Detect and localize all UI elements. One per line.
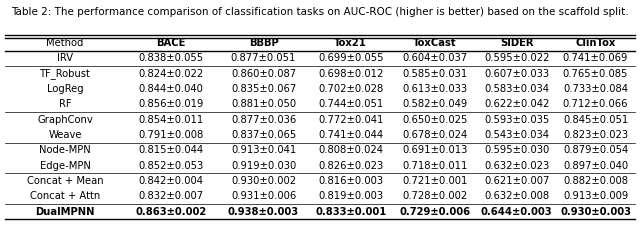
Text: 0.824±0.022: 0.824±0.022 [138,69,204,79]
Text: LogReg: LogReg [47,84,83,94]
Text: 0.838±0.055: 0.838±0.055 [138,53,204,63]
Text: 0.621±0.007: 0.621±0.007 [484,176,550,186]
Text: 0.765±0.085: 0.765±0.085 [563,69,628,79]
Text: 0.733±0.084: 0.733±0.084 [563,84,628,94]
Text: 0.729±0.006: 0.729±0.006 [399,207,470,217]
Text: Node-MPN: Node-MPN [39,145,91,155]
Text: Edge-MPN: Edge-MPN [40,161,90,171]
Text: 0.882±0.008: 0.882±0.008 [563,176,628,186]
Text: 0.698±0.012: 0.698±0.012 [318,69,383,79]
Text: Table 2: The performance comparison of classification tasks on AUC-ROC (higher i: Table 2: The performance comparison of c… [11,7,629,17]
Text: 0.678±0.024: 0.678±0.024 [402,130,467,140]
Text: Concat + Attn: Concat + Attn [30,191,100,201]
Text: 0.718±0.011: 0.718±0.011 [402,161,467,171]
Text: 0.613±0.033: 0.613±0.033 [402,84,467,94]
Text: Weave: Weave [48,130,82,140]
Text: 0.897±0.040: 0.897±0.040 [563,161,628,171]
Text: RF: RF [59,99,71,109]
Text: 0.856±0.019: 0.856±0.019 [138,99,204,109]
Text: 0.595±0.022: 0.595±0.022 [484,53,550,63]
Text: Tox21: Tox21 [334,38,367,48]
Text: 0.712±0.066: 0.712±0.066 [563,99,628,109]
Text: IRV: IRV [57,53,73,63]
Text: 0.913±0.041: 0.913±0.041 [231,145,296,155]
Text: 0.607±0.033: 0.607±0.033 [484,69,549,79]
Text: 0.919±0.030: 0.919±0.030 [231,161,296,171]
Text: DualMPNN: DualMPNN [35,207,95,217]
Text: ClinTox: ClinTox [575,38,616,48]
Text: 0.582±0.049: 0.582±0.049 [402,99,467,109]
Text: 0.879±0.054: 0.879±0.054 [563,145,628,155]
Text: 0.930±0.003: 0.930±0.003 [560,207,631,217]
Text: 0.593±0.035: 0.593±0.035 [484,115,549,125]
Text: BBBP: BBBP [249,38,278,48]
Text: GraphConv: GraphConv [37,115,93,125]
Text: 0.833±0.001: 0.833±0.001 [315,207,387,217]
Text: 0.721±0.001: 0.721±0.001 [402,176,467,186]
Text: 0.913±0.009: 0.913±0.009 [563,191,628,201]
Text: 0.741±0.044: 0.741±0.044 [318,130,383,140]
Text: 0.823±0.023: 0.823±0.023 [563,130,628,140]
Text: 0.844±0.040: 0.844±0.040 [139,84,204,94]
Text: 0.877±0.051: 0.877±0.051 [231,53,296,63]
Text: 0.815±0.044: 0.815±0.044 [138,145,204,155]
Text: 0.691±0.013: 0.691±0.013 [402,145,467,155]
Text: 0.595±0.030: 0.595±0.030 [484,145,549,155]
Text: 0.881±0.050: 0.881±0.050 [231,99,296,109]
Text: 0.543±0.034: 0.543±0.034 [484,130,549,140]
Text: 0.699±0.055: 0.699±0.055 [318,53,383,63]
Text: 0.852±0.053: 0.852±0.053 [138,161,204,171]
Text: 0.741±0.069: 0.741±0.069 [563,53,628,63]
Text: 0.632±0.008: 0.632±0.008 [484,191,549,201]
Text: 0.816±0.003: 0.816±0.003 [318,176,383,186]
Text: 0.835±0.067: 0.835±0.067 [231,84,296,94]
Text: 0.845±0.051: 0.845±0.051 [563,115,628,125]
Text: 0.808±0.024: 0.808±0.024 [318,145,383,155]
Text: 0.650±0.025: 0.650±0.025 [402,115,467,125]
Text: 0.863±0.002: 0.863±0.002 [136,207,207,217]
Text: 0.622±0.042: 0.622±0.042 [484,99,550,109]
Text: Method: Method [46,38,84,48]
Text: 0.819±0.003: 0.819±0.003 [318,191,383,201]
Text: 0.938±0.003: 0.938±0.003 [228,207,299,217]
Text: 0.791±0.008: 0.791±0.008 [138,130,204,140]
Text: 0.877±0.036: 0.877±0.036 [231,115,296,125]
Text: SIDER: SIDER [500,38,534,48]
Text: 0.860±0.087: 0.860±0.087 [231,69,296,79]
Text: 0.837±0.065: 0.837±0.065 [231,130,296,140]
Text: 0.772±0.041: 0.772±0.041 [318,115,383,125]
Text: 0.632±0.023: 0.632±0.023 [484,161,549,171]
Text: Concat + Mean: Concat + Mean [27,176,103,186]
Text: 0.931±0.006: 0.931±0.006 [231,191,296,201]
Text: 0.583±0.034: 0.583±0.034 [484,84,549,94]
Text: 0.854±0.011: 0.854±0.011 [138,115,204,125]
Text: 0.832±0.007: 0.832±0.007 [138,191,204,201]
Text: 0.702±0.028: 0.702±0.028 [318,84,383,94]
Text: 0.826±0.023: 0.826±0.023 [318,161,383,171]
Text: 0.604±0.037: 0.604±0.037 [402,53,467,63]
Text: 0.842±0.004: 0.842±0.004 [139,176,204,186]
Text: 0.930±0.002: 0.930±0.002 [231,176,296,186]
Text: 0.585±0.031: 0.585±0.031 [402,69,467,79]
Text: 0.728±0.002: 0.728±0.002 [402,191,467,201]
Text: BACE: BACE [156,38,186,48]
Text: 0.644±0.003: 0.644±0.003 [481,207,552,217]
Text: 0.744±0.051: 0.744±0.051 [318,99,383,109]
Text: ToxCast: ToxCast [413,38,456,48]
Text: TF_Robust: TF_Robust [40,68,90,79]
